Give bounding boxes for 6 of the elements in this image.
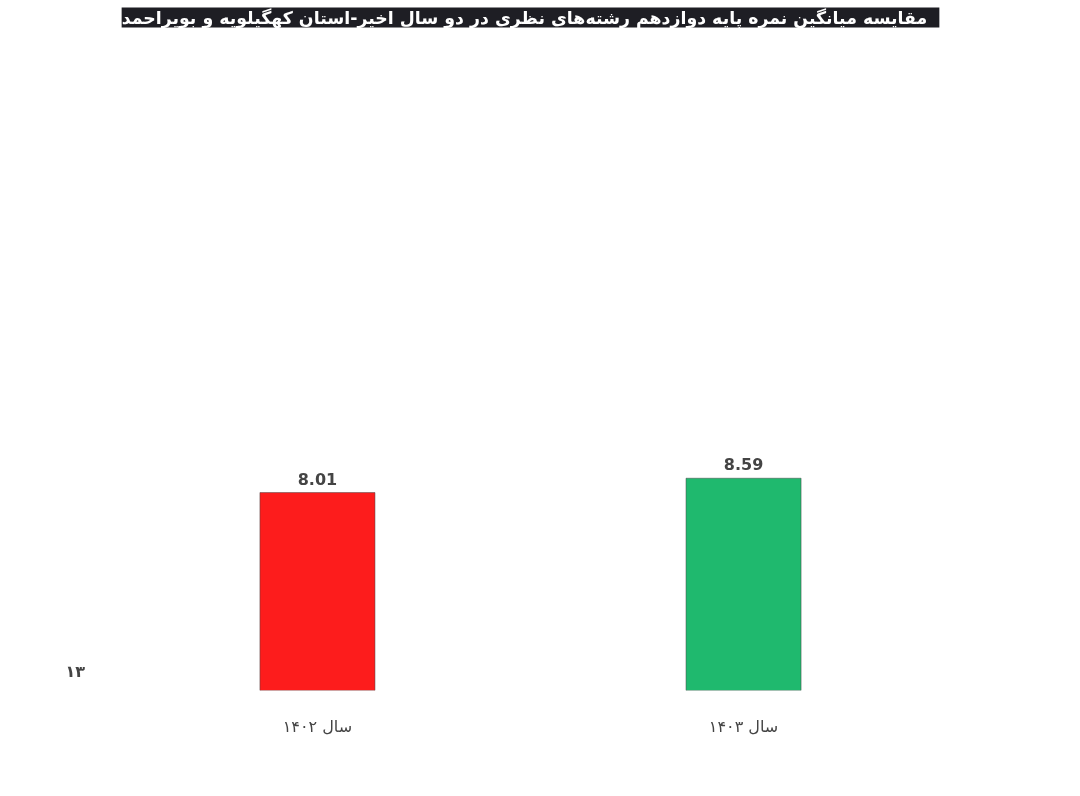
data-label: 8.59 <box>723 455 764 475</box>
x-tick-label: سال ۱۴۰۳ <box>708 716 779 736</box>
data-label: 8.01 <box>297 469 338 489</box>
text: ۱۳ <box>65 661 86 681</box>
x-tick-label: سال ۱۴۰۲ <box>282 716 353 736</box>
chart-title: مقایسه میانگین نمره پایه دوازدهم رشته‌های نظری در دو سال اخیر-استان کهگیلویه و بویراحمد <box>121 7 928 29</box>
